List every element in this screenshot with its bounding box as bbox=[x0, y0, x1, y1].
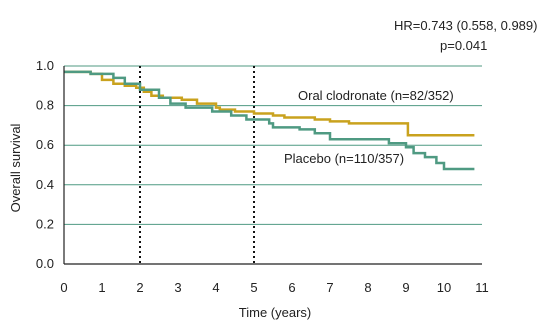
x-tick-label: 2 bbox=[136, 280, 143, 295]
y-tick-label: 0.4 bbox=[36, 177, 54, 192]
grid-lines bbox=[64, 65, 482, 225]
x-tick-label: 4 bbox=[212, 280, 219, 295]
axes bbox=[63, 66, 482, 265]
x-tick-labels: 0 1 2 3 4 5 6 7 8 9 10 11 bbox=[60, 280, 488, 295]
x-tick-label: 11 bbox=[475, 280, 489, 295]
x-tick-label: 6 bbox=[288, 280, 295, 295]
y-tick-label: 0.6 bbox=[36, 137, 54, 152]
y-tick-labels: 0.0 0.2 0.4 0.6 0.8 1.0 bbox=[36, 58, 54, 271]
p-value-annotation: p=0.041 bbox=[440, 38, 487, 53]
x-tick-label: 10 bbox=[437, 280, 451, 295]
x-tick-label: 0 bbox=[60, 280, 67, 295]
series-label-oral-clodronate: Oral clodronate (n=82/352) bbox=[298, 88, 454, 103]
x-tick-label: 1 bbox=[98, 280, 105, 295]
x-tick-label: 3 bbox=[174, 280, 181, 295]
y-tick-label: 0.8 bbox=[36, 98, 54, 113]
x-tick-label: 8 bbox=[364, 280, 371, 295]
x-tick-label: 5 bbox=[250, 280, 257, 295]
x-axis-label: Time (years) bbox=[239, 305, 311, 320]
series-lines bbox=[64, 70, 475, 171]
y-tick-label: 0.2 bbox=[36, 216, 54, 231]
reference-lines bbox=[139, 66, 255, 264]
series-label-placebo: Placebo (n=110/357) bbox=[284, 151, 404, 166]
y-tick-label: 1.0 bbox=[36, 58, 54, 73]
placebo-curve bbox=[64, 70, 475, 171]
y-axis-label: Overall survival bbox=[8, 123, 23, 212]
x-tick-label: 9 bbox=[402, 280, 409, 295]
y-tick-label: 0.0 bbox=[36, 256, 54, 271]
x-tick-label: 7 bbox=[326, 280, 333, 295]
hazard-ratio-annotation: HR=0.743 (0.558, 0.989) bbox=[394, 18, 537, 33]
